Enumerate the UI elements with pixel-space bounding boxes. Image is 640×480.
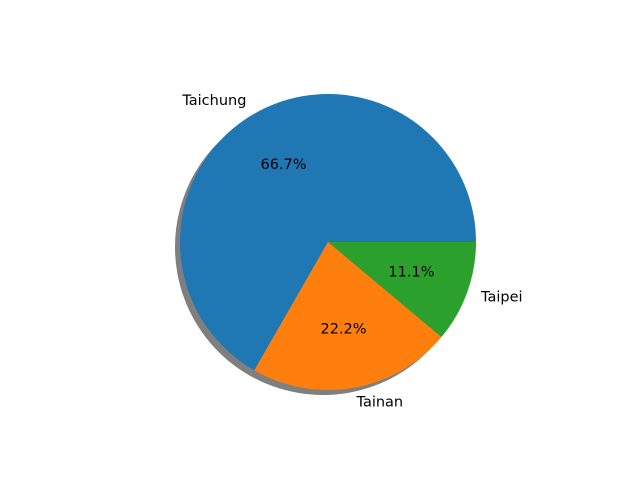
slice-label-tainan: Tainan [355, 394, 403, 410]
slice-tainan [254, 242, 442, 391]
slice-pct-taipei: 11.1% [388, 264, 434, 280]
slice-label-taichung: Taichung [181, 93, 246, 109]
slice-taichung [180, 94, 477, 371]
pie-labels: Taichung 66.7% Tainan 22.2% Taipei 11.1% [181, 93, 522, 410]
pie-slices [180, 94, 477, 391]
slice-pct-taichung: 66.7% [260, 157, 306, 173]
slice-taipei [328, 242, 476, 338]
slice-pct-tainan: 22.2% [321, 321, 367, 337]
slice-label-taipei: Taipei [480, 290, 523, 306]
